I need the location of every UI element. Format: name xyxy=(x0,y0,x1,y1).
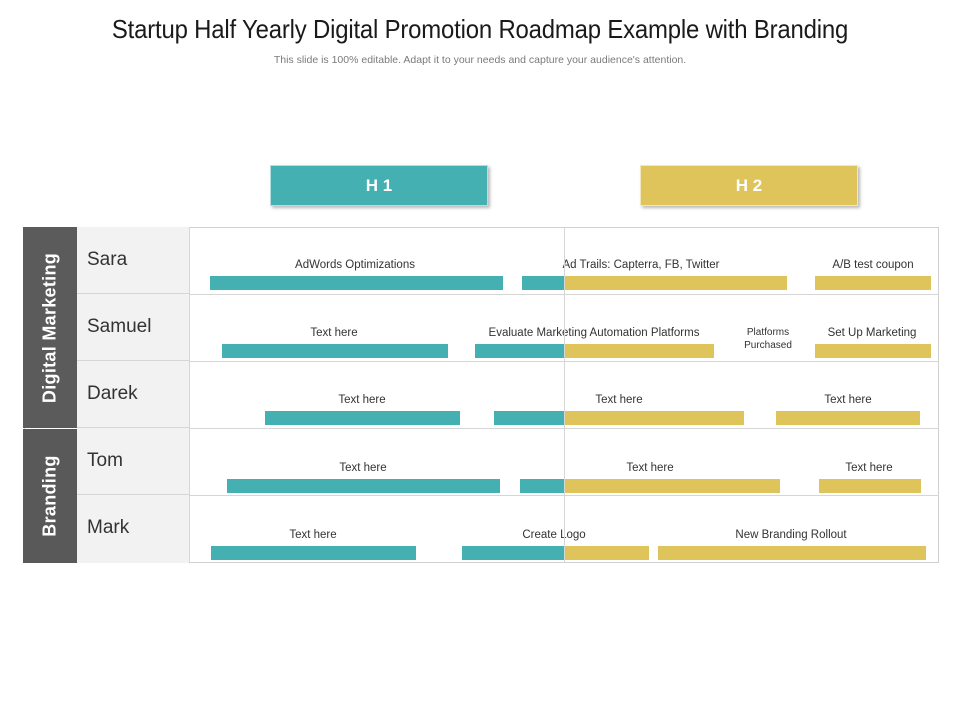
task-bar-branding-rollout xyxy=(658,546,926,560)
row-name-samuel: Samuel xyxy=(77,294,190,361)
task-bar xyxy=(227,479,500,493)
task-bar-h1 xyxy=(520,479,564,493)
task-bar-evaluate-h1 xyxy=(475,344,564,358)
task-bar xyxy=(819,479,921,493)
task-bar-ad-trails-h2 xyxy=(565,276,787,290)
task-bar-create-logo-h2 xyxy=(564,546,649,560)
task-bar xyxy=(776,411,920,425)
task-bar xyxy=(211,546,416,560)
task-label: Evaluate Marketing Automation Platforms xyxy=(488,327,700,339)
task-label: Text here xyxy=(310,327,358,339)
group-branding: Branding xyxy=(23,429,77,563)
row-name-label: Darek xyxy=(87,383,138,404)
task-bar-h2 xyxy=(564,411,744,425)
task-bar-h2 xyxy=(564,479,780,493)
task-label: A/B test coupon xyxy=(832,259,914,271)
task-bar xyxy=(222,344,448,358)
task-bar-h1 xyxy=(494,411,564,425)
half-divider xyxy=(564,227,565,563)
task-label: Text here xyxy=(339,462,387,474)
row-name-label: Tom xyxy=(87,450,123,471)
phase-header-h1: H 1 xyxy=(270,165,488,206)
row-name-label: Samuel xyxy=(87,316,152,337)
task-label: Purchased xyxy=(744,340,792,351)
row-name-label: Sara xyxy=(87,249,128,270)
phase-header-h2: H 2 xyxy=(640,165,858,206)
task-label: Text here xyxy=(289,529,337,541)
row-name-tom: Tom xyxy=(77,428,190,495)
task-bar-ab-test xyxy=(815,276,931,290)
task-label: Text here xyxy=(338,394,386,406)
group-label: Branding xyxy=(39,455,60,537)
task-label: Text here xyxy=(824,394,872,406)
task-label: Ad Trails: Capterra, FB, Twitter xyxy=(562,259,720,271)
page-subtitle: This slide is 100% editable. Adapt it to… xyxy=(273,54,687,66)
page-title: Startup Half Yearly Digital Promotion Ro… xyxy=(111,14,849,44)
task-label: Set Up Marketing xyxy=(827,327,917,339)
task-bar xyxy=(265,411,460,425)
task-label: Text here xyxy=(845,462,893,474)
task-bar-create-logo-h1 xyxy=(462,546,564,560)
task-label: Create Logo xyxy=(522,529,586,541)
task-bar-setup-marketing xyxy=(815,344,931,358)
row-name-darek: Darek xyxy=(77,361,190,428)
task-label: Platforms xyxy=(746,327,790,338)
task-label: Text here xyxy=(595,394,643,406)
task-label: AdWords Optimizations xyxy=(295,259,415,271)
task-label: Text here xyxy=(626,462,674,474)
row-name-sara: Sara xyxy=(77,227,190,294)
task-label: New Branding Rollout xyxy=(735,529,847,541)
group-digital-marketing: Digital Marketing xyxy=(23,227,77,428)
row-name-label: Mark xyxy=(87,517,130,538)
group-label: Digital Marketing xyxy=(39,252,60,403)
task-bar-evaluate-h2 xyxy=(564,344,714,358)
task-bar-adwords xyxy=(210,276,503,290)
task-bar-ad-trails-h1 xyxy=(522,276,565,290)
row-name-mark: Mark xyxy=(77,495,190,563)
